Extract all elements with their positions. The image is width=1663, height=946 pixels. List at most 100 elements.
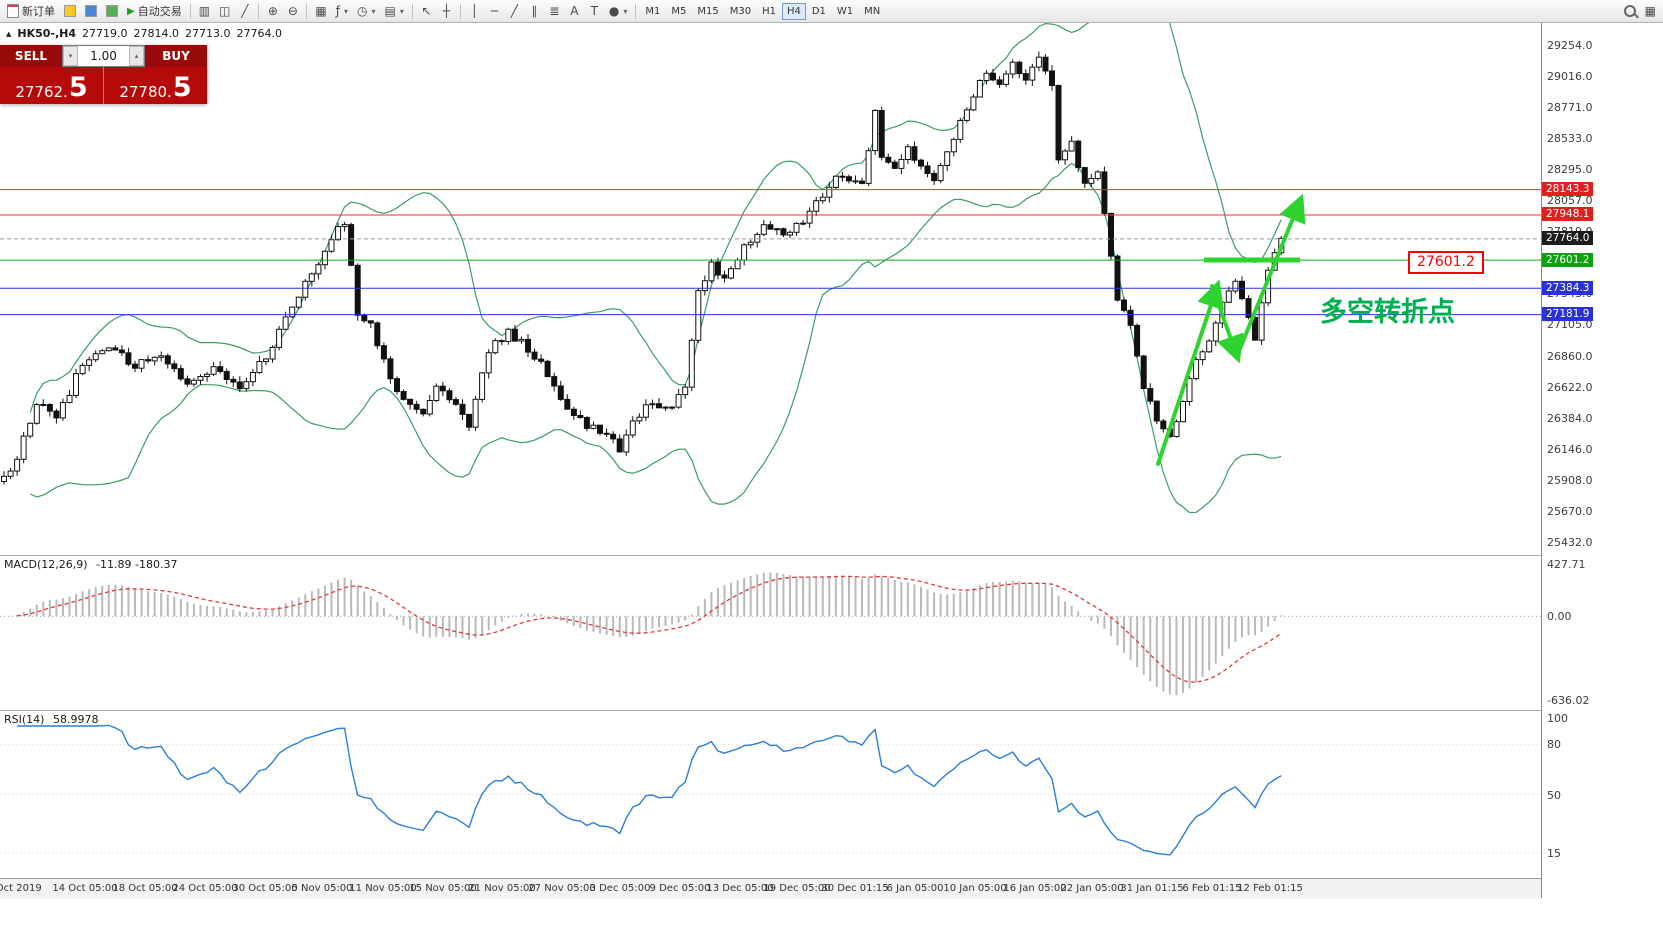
zoom-in-icon: ⊕	[267, 4, 278, 18]
fibonacci-icon: ≣	[549, 4, 560, 18]
chevron-down-icon: ▾	[399, 6, 404, 16]
macd-values: -11.89 -180.37	[96, 558, 178, 571]
bollinger-bands	[29, 0, 1282, 514]
zoom-out-button[interactable]: ⊖	[283, 2, 302, 21]
main-chart-panel[interactable]: 多空转折点	[0, 0, 1541, 555]
crosshair-tool-button[interactable]: ┼	[437, 2, 456, 21]
timeframe-w1[interactable]: W1	[832, 3, 858, 20]
channel-tool-button[interactable]: ∥	[525, 2, 544, 21]
sell-button[interactable]: SELL	[0, 45, 62, 67]
cursor-icon: ↖	[421, 4, 432, 18]
price-tick: 28533.0	[1547, 132, 1593, 146]
sell-price: 27762.	[15, 82, 68, 101]
text-tool-button[interactable]: A	[565, 2, 584, 21]
periods-button[interactable]: ◷ ▾	[353, 2, 380, 21]
timeframe-m15[interactable]: M15	[692, 3, 723, 20]
trendline-tool-button[interactable]: ╱	[505, 2, 524, 21]
timeframe-h4[interactable]: H4	[781, 2, 806, 20]
panel-separator[interactable]	[0, 555, 1663, 556]
horizontal-line-tool-button[interactable]: ─	[485, 2, 504, 21]
toolbar-separator	[189, 3, 191, 19]
time-label: 14 Oct 05:00	[52, 883, 118, 894]
ohlc-high: 27814.0	[133, 27, 180, 40]
bar-chart-button[interactable]: ▥	[195, 2, 214, 21]
one-click-trading-widget: SELL ▾ 1.00 ▴ BUY 27762. 5 27780. 5	[0, 45, 207, 104]
metaeditor-button[interactable]	[60, 2, 80, 21]
cursor-tool-button[interactable]: ↖	[417, 2, 436, 21]
price-badge: 27384.3	[1542, 280, 1594, 295]
fibonacci-tool-button[interactable]: ≣	[545, 2, 564, 21]
toolbar-separator	[258, 3, 260, 19]
toolbar-separator	[411, 3, 413, 19]
zoom-in-button[interactable]: ⊕	[263, 2, 282, 21]
sell-price-big-digit: 5	[68, 72, 88, 104]
price-tick: 28295.0	[1547, 163, 1593, 177]
price-axis[interactable]: 29254.0 29016.0 28771.0 28533.0 28295.0 28057…	[1541, 23, 1663, 898]
price-tick: 29016.0	[1547, 69, 1593, 83]
tile-windows-icon: ▦	[315, 4, 327, 18]
rsi-panel[interactable]: RSI(14) 58.9978	[0, 711, 1541, 878]
macd-name: MACD(12,26,9)	[4, 558, 88, 571]
line-chart-button[interactable]: ╱	[235, 2, 254, 21]
buy-price: 27780.	[119, 82, 172, 101]
timeframe-m1[interactable]: M1	[640, 3, 665, 20]
volume-field[interactable]: ▾ 1.00 ▴	[62, 45, 145, 67]
time-label: 11 Nov 05:00	[349, 883, 417, 894]
vertical-line-tool-button[interactable]: │	[465, 2, 484, 21]
time-label: 13 Dec 05:00	[706, 883, 774, 894]
trend-arrow	[1210, 284, 1244, 364]
macd-panel[interactable]: MACD(12,26,9) -11.89 -180.37	[0, 556, 1541, 710]
price-tick: 25670.0	[1547, 504, 1593, 518]
new-order-button[interactable]: 新订单	[3, 2, 59, 21]
price-callout[interactable]: 27601.2	[1408, 251, 1484, 274]
macd-chart[interactable]	[0, 556, 1541, 710]
layout-button[interactable]: ▦	[1641, 2, 1660, 21]
label-tool-button[interactable]: T	[585, 2, 604, 21]
buy-price-button[interactable]: 27780. 5	[104, 67, 207, 104]
trend-arrows[interactable]	[1156, 193, 1306, 466]
strategy-tester-button[interactable]	[102, 2, 122, 21]
candlestick-chart[interactable]: 多空转折点	[0, 0, 1541, 555]
price-tick: 26860.0	[1547, 349, 1593, 363]
timeframe-h1[interactable]: H1	[757, 3, 781, 20]
terminal-panel-button[interactable]	[81, 2, 101, 21]
volume-increase-button[interactable]: ▴	[129, 46, 144, 66]
metaeditor-icon	[64, 5, 76, 17]
annotation-text[interactable]: 多空转折点	[1320, 296, 1455, 328]
sell-price-button[interactable]: 27762. 5	[0, 67, 104, 104]
tile-windows-button[interactable]: ▦	[311, 2, 330, 21]
timeframe-m30[interactable]: M30	[725, 3, 756, 20]
macd-histogram	[9, 572, 1283, 696]
price-badge: 27181.9	[1542, 307, 1594, 322]
timeframe-mn[interactable]: MN	[859, 3, 885, 20]
panel-separator[interactable]	[0, 710, 1663, 711]
symbol-info-bar: ▲ HK50-,H4 27719.0 27814.0 27713.0 27764…	[6, 27, 282, 40]
buy-button[interactable]: BUY	[145, 45, 207, 67]
ohlc-close: 27764.0	[236, 27, 283, 40]
level-lines[interactable]	[0, 189, 1541, 316]
trend-arrow	[1156, 279, 1224, 466]
new-order-label: 新订单	[22, 5, 55, 18]
autotrading-button[interactable]: ▶ 自动交易	[123, 2, 186, 21]
collapse-icon[interactable]: ▲	[6, 29, 12, 38]
volume-value[interactable]: 1.00	[90, 49, 117, 63]
rsi-name: RSI(14)	[4, 713, 45, 726]
search-button[interactable]	[1620, 2, 1640, 21]
timeframe-d1[interactable]: D1	[807, 3, 831, 20]
time-label: 19 Dec 05:00	[763, 883, 831, 894]
ohlc-low: 27713.0	[185, 27, 231, 40]
indicators-button[interactable]: ƒ ▾	[332, 2, 352, 21]
time-label: 12 Feb 01:15	[1237, 883, 1303, 894]
volume-decrease-button[interactable]: ▾	[63, 46, 78, 66]
timeframe-m5[interactable]: M5	[666, 3, 691, 20]
templates-icon: ▤	[384, 4, 396, 18]
trendline-icon: ╱	[510, 4, 518, 18]
candlestick-chart-button[interactable]: ◫	[215, 2, 234, 21]
templates-button[interactable]: ▤ ▾	[380, 2, 407, 21]
price-tick: 100	[1547, 712, 1568, 725]
rsi-chart[interactable]	[0, 711, 1541, 878]
shapes-icon: ●	[608, 4, 620, 18]
shapes-tool-button[interactable]: ● ▾	[605, 2, 632, 21]
